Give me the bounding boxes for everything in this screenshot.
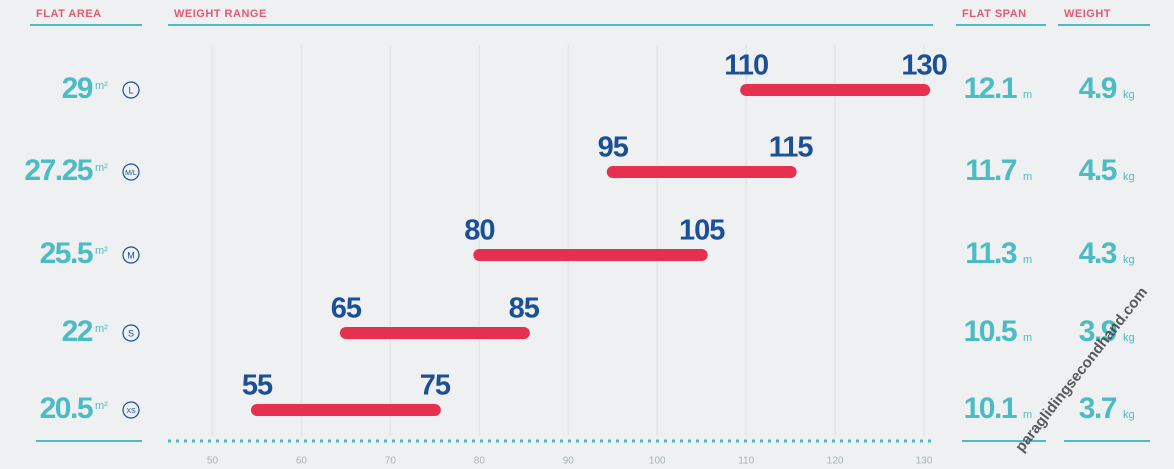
size-label: S <box>128 328 134 338</box>
span-unit: m <box>1023 332 1032 344</box>
x-tick-label: 70 <box>385 456 397 467</box>
x-tick-label: 130 <box>916 456 933 467</box>
span-unit: m <box>1023 171 1032 183</box>
x-tick-label: 60 <box>296 456 308 467</box>
range-high-label: 85 <box>509 293 540 325</box>
size-label: L <box>128 85 133 95</box>
area-unit: m² <box>95 323 108 335</box>
weight-unit: kg <box>1123 254 1135 266</box>
size-badge <box>122 81 140 99</box>
weight-unit: kg <box>1123 332 1135 344</box>
flat-area: 22 <box>62 315 93 348</box>
flat-span: 11.7 <box>965 154 1017 187</box>
size-label: M/L <box>125 170 137 177</box>
flat-span: 11.3 <box>965 237 1017 270</box>
range-high-label: 130 <box>901 50 946 82</box>
range-low-label: 80 <box>464 215 494 247</box>
size-badge <box>122 324 140 342</box>
flat-area: 27.25 <box>24 154 92 187</box>
range-high-label: 75 <box>420 370 451 402</box>
weight-unit: kg <box>1123 409 1135 421</box>
range-low-label: 55 <box>242 370 273 402</box>
flat-area: 20.5 <box>40 392 93 425</box>
area-unit: m² <box>95 162 108 174</box>
span-unit: m <box>1023 409 1032 421</box>
x-tick-label: 100 <box>649 456 666 467</box>
column-header: FLAT AREA <box>36 8 102 20</box>
column-header: WEIGHT RANGE <box>174 8 267 20</box>
area-unit: m² <box>95 400 108 412</box>
size-label: M <box>127 250 135 260</box>
flat-area: 29 <box>62 72 93 105</box>
weight: 4.5 <box>1079 154 1117 187</box>
x-tick-label: 50 <box>207 456 219 467</box>
size-badge <box>122 401 140 419</box>
range-low-label: 95 <box>598 132 629 164</box>
x-tick-label: 110 <box>738 456 754 467</box>
size-label: XS <box>126 408 136 415</box>
column-header: FLAT SPAN <box>962 8 1027 20</box>
x-tick-label: 90 <box>563 456 575 467</box>
weight: 4.3 <box>1079 237 1117 270</box>
area-unit: m² <box>95 80 108 92</box>
flat-span: 12.1 <box>964 72 1017 105</box>
weight: 3.7 <box>1079 392 1117 425</box>
size-badge <box>122 246 140 264</box>
flat-span: 10.5 <box>964 315 1017 348</box>
column-header: WEIGHT <box>1064 8 1111 20</box>
flat-area: 25.5 <box>40 237 93 270</box>
weight-unit: kg <box>1123 171 1135 183</box>
area-unit: m² <box>95 245 108 257</box>
weight: 4.9 <box>1079 72 1117 105</box>
span-unit: m <box>1023 89 1032 101</box>
range-high-label: 105 <box>679 215 725 247</box>
range-low-label: 110 <box>724 50 768 82</box>
weight-unit: kg <box>1123 89 1135 101</box>
flat-span: 10.1 <box>964 392 1017 425</box>
span-unit: m <box>1023 254 1032 266</box>
x-tick-label: 120 <box>827 456 844 467</box>
weight: 3.9 <box>1079 315 1117 348</box>
range-high-label: 115 <box>769 132 814 164</box>
range-low-label: 65 <box>331 293 362 325</box>
x-tick-label: 80 <box>474 456 486 467</box>
size-badge <box>122 163 140 181</box>
